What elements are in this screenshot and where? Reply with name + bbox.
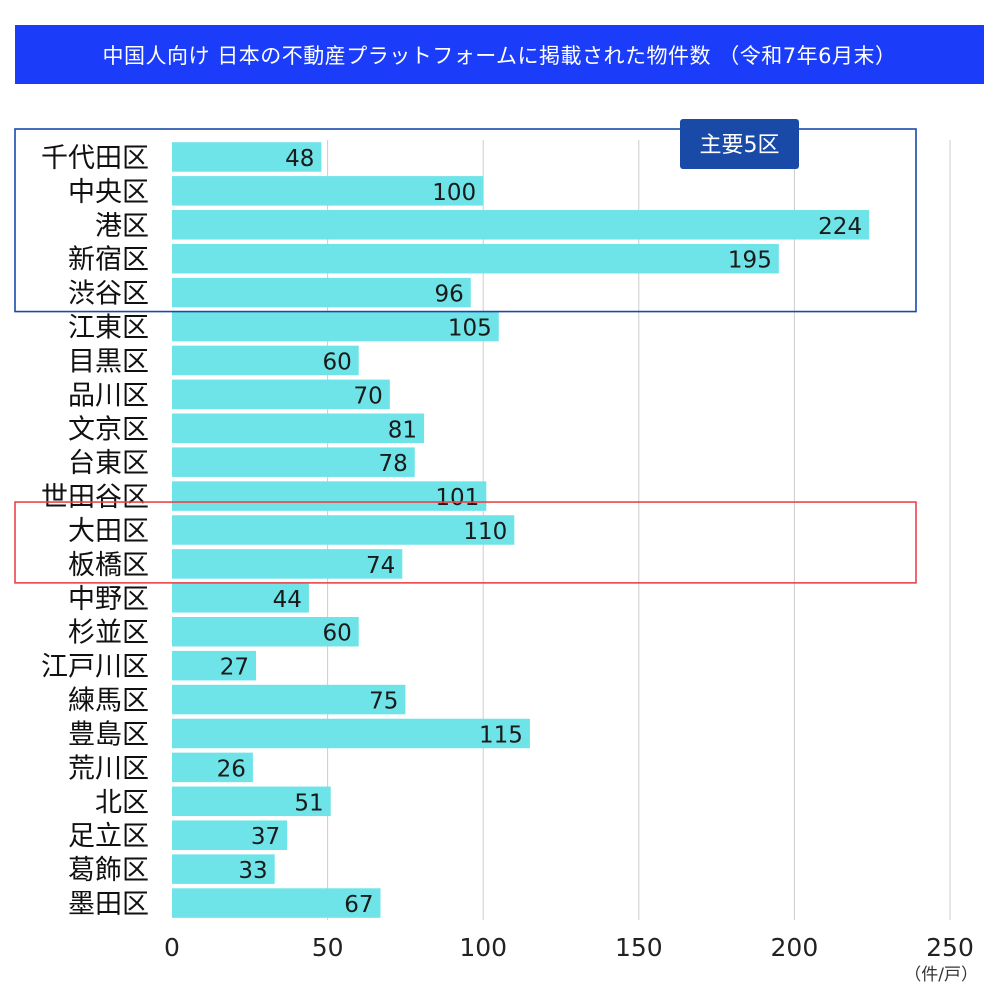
category-label: 千代田区 [41, 143, 149, 174]
data-label: 101 [435, 485, 479, 511]
x-tick-label: 150 [615, 933, 663, 962]
bar [172, 142, 322, 172]
bar [172, 447, 415, 477]
category-label: 荒川区 [68, 753, 149, 784]
category-label: 品川区 [68, 380, 149, 411]
highlight-box-main5 [14, 128, 917, 313]
category-label: 杉並区 [68, 618, 149, 649]
data-label: 37 [251, 824, 280, 850]
category-label: 文京区 [68, 414, 149, 445]
category-label: 台東区 [68, 448, 149, 479]
data-label: 115 [479, 722, 523, 748]
category-label: 練馬区 [68, 686, 149, 717]
category-label: 渋谷区 [68, 279, 149, 310]
chart-title: 中国人向け 日本の不動産プラットフォームに掲載された物件数 （令和7年6月末） [15, 25, 984, 84]
category-label: 中野区 [68, 584, 149, 615]
category-label: 世田谷区 [41, 482, 149, 513]
bar [172, 549, 403, 579]
bar [172, 311, 499, 342]
x-tick-label: 50 [312, 933, 344, 962]
data-label: 100 [432, 180, 476, 206]
category-label: 豊島区 [68, 719, 149, 750]
data-label: 60 [322, 349, 351, 375]
data-label: 105 [448, 316, 492, 342]
main5-badge [680, 119, 799, 169]
data-label: 96 [434, 282, 463, 308]
category-label: 港区 [95, 211, 149, 242]
data-label: 33 [238, 858, 267, 884]
bar [172, 583, 309, 613]
x-axis-ticks: 0 50 100 150 200 250 [164, 933, 974, 962]
bar [172, 684, 406, 715]
bar [172, 786, 331, 817]
bar [172, 888, 381, 918]
data-label: 195 [728, 248, 772, 274]
bar [172, 854, 275, 884]
bar [172, 210, 870, 240]
x-tick-label: 0 [164, 933, 180, 962]
bar [172, 243, 779, 274]
data-label: 51 [294, 790, 323, 816]
main5-badge-label: 主要5区 [700, 133, 780, 158]
highlight-box-secondary [14, 501, 917, 584]
bar [172, 718, 530, 749]
unit-label: （件/戸） [904, 965, 978, 985]
category-label: 江戸川区 [41, 652, 149, 683]
category-label: 大田区 [68, 516, 149, 547]
data-label: 27 [220, 655, 249, 681]
data-label: 48 [285, 146, 314, 172]
bar [172, 345, 359, 376]
category-label: 目黒区 [68, 346, 149, 377]
data-label: 44 [273, 587, 302, 613]
bar [172, 277, 471, 308]
category-label: 足立区 [68, 821, 149, 852]
bar [172, 752, 253, 783]
category-label: 墨田区 [68, 889, 149, 920]
bars: 4810022419596105607081781011107444602775… [172, 142, 870, 918]
category-labels: 千代田区中央区港区新宿区渋谷区江東区目黒区品川区文京区台東区世田谷区大田区板橋区… [41, 143, 149, 920]
bar [172, 820, 288, 850]
data-label: 67 [344, 892, 373, 918]
category-label: 新宿区 [68, 245, 149, 276]
data-label: 74 [366, 553, 395, 579]
data-label: 81 [388, 417, 417, 443]
x-tick-label: 200 [771, 933, 819, 962]
bar [172, 413, 425, 444]
data-label: 75 [369, 689, 398, 715]
data-label: 70 [354, 383, 383, 409]
category-label: 中央区 [68, 177, 149, 208]
highlight-boxes: 主要5区 [14, 119, 917, 584]
bar [172, 515, 515, 545]
data-label: 110 [463, 519, 507, 545]
bar [172, 176, 484, 206]
data-label: 26 [217, 756, 246, 782]
data-label: 60 [322, 621, 351, 647]
data-label: 78 [378, 451, 407, 477]
category-label: 江東区 [68, 313, 149, 344]
category-label: 板橋区 [68, 550, 149, 581]
bar [172, 379, 390, 410]
category-label: 北区 [95, 787, 149, 818]
data-label: 224 [818, 214, 862, 240]
category-label: 葛飾区 [68, 855, 149, 886]
x-tick-label: 100 [459, 933, 507, 962]
x-tick-label: 250 [926, 933, 974, 962]
bar [172, 616, 359, 647]
bar [172, 481, 487, 511]
bar [172, 650, 257, 681]
